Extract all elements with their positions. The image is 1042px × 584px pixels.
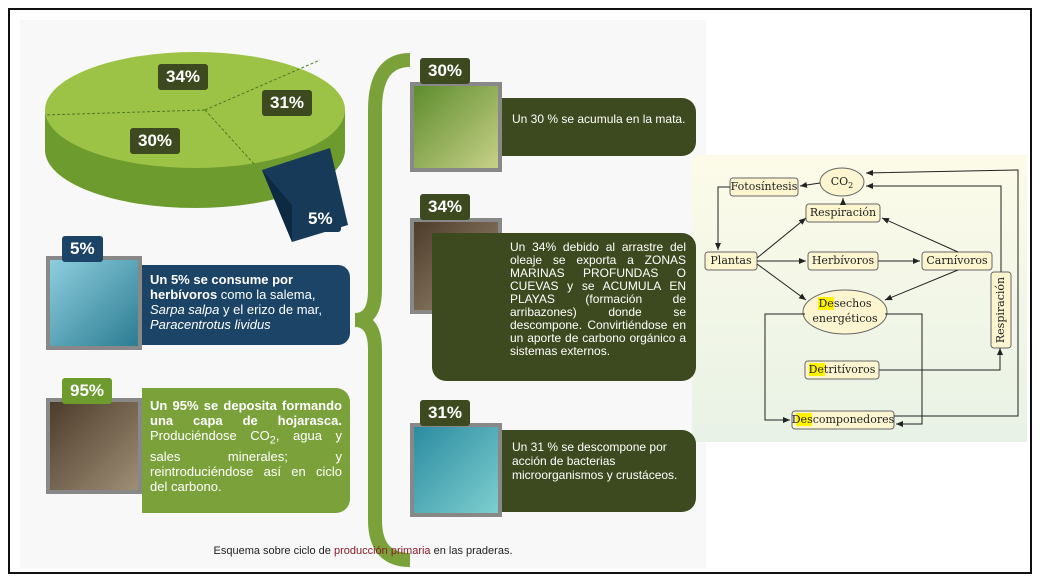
node-text: De: [792, 413, 807, 426]
badge: 95%: [62, 378, 113, 404]
node-sub: 2: [848, 181, 853, 190]
node-label: Detritívoros: [809, 363, 876, 376]
highlight: [809, 363, 825, 376]
brace: [354, 53, 411, 567]
pie-wedge-side: [262, 170, 292, 242]
pie-dividers: [44, 59, 321, 166]
panel: Un 31 % se descompone por acción de bact…: [502, 430, 696, 512]
highlight: [818, 297, 834, 310]
caption: Esquema sobre ciclo de producción primar…: [20, 545, 706, 557]
panel: Un 30 % se acumula en la mata.: [502, 98, 696, 156]
node-text: De: [818, 297, 833, 310]
node-label: Carnívoros: [926, 254, 988, 267]
node-label: Respiración: [810, 206, 876, 219]
caption-text: Esquema sobre ciclo de: [213, 545, 334, 557]
highlight: [796, 413, 812, 426]
node-label: Herbívoros: [812, 254, 875, 267]
text: , agua y sales minerales; y reintroducié…: [150, 428, 342, 494]
node-label: Plantas: [710, 254, 752, 267]
node-label: Fotosíntesis: [731, 180, 798, 193]
panel: Un 95% se deposita formando una capa de …: [142, 388, 350, 513]
photo: [46, 398, 142, 494]
node-text: scomponedores: [807, 413, 895, 426]
subscript: 2: [269, 434, 276, 447]
node-text: CO: [831, 175, 848, 188]
text: y el erizo de mar,: [219, 302, 322, 317]
pie-top: [45, 52, 345, 168]
node-label: Descomponedores: [792, 413, 895, 426]
photo: [410, 82, 502, 172]
badge: 30%: [420, 58, 471, 84]
pie-label: 30%: [130, 128, 181, 154]
arrows: [715, 169, 1019, 427]
node-text: sechos: [834, 297, 872, 310]
badge: 31%: [420, 400, 471, 426]
bold-text: Un 95% se deposita formando una capa de …: [150, 398, 342, 428]
panel: Un 34% debido al arrastre del oleaje se …: [432, 233, 696, 381]
badge: 34%: [420, 194, 471, 220]
bold-text: Un 5% se consume por herbívoros: [150, 272, 294, 302]
pie-label: 31%: [262, 90, 313, 116]
cycle: CO2 Fotosíntesis Respiración Plantas Her…: [704, 167, 1019, 430]
photo: [46, 256, 142, 350]
italic-text: Paracentrotus lividus: [150, 317, 271, 332]
panel: Un 5% se consume por herbívoros como la …: [142, 265, 350, 345]
node-label: energéticos: [812, 312, 878, 325]
node-label: CO2: [831, 175, 854, 190]
node-text: De: [809, 363, 824, 376]
frame: [8, 8, 1032, 574]
caption-text: en las praderas.: [430, 545, 513, 557]
pie-label: 34%: [158, 64, 209, 90]
caption-highlight: producción primaria: [333, 545, 431, 557]
node-box: [819, 167, 865, 197]
badge: 5%: [62, 236, 103, 262]
italic-text: Sarpa salpa: [150, 302, 220, 317]
pie-label: 5%: [300, 206, 341, 232]
node-box: [791, 410, 895, 430]
node-label: Respiración: [994, 277, 1007, 343]
text: Produciéndose CO: [150, 428, 270, 443]
node-label: Desechos: [818, 297, 871, 310]
text: como la salema,: [217, 287, 316, 302]
photo: [410, 423, 502, 517]
node-text: tritívoros: [824, 363, 876, 376]
